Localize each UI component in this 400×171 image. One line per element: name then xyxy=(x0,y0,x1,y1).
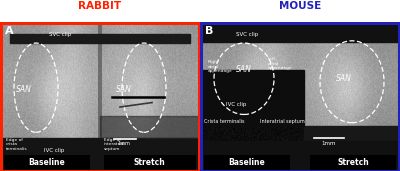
Text: SAN: SAN xyxy=(336,74,352,83)
Text: Stretch: Stretch xyxy=(337,158,369,167)
Text: SAN: SAN xyxy=(16,85,32,94)
Bar xyxy=(200,70,304,126)
Text: Baseline: Baseline xyxy=(29,158,65,167)
Text: 1mm: 1mm xyxy=(322,141,336,146)
Bar xyxy=(100,116,200,138)
Text: RABBIT: RABBIT xyxy=(78,1,122,11)
Bar xyxy=(204,155,290,169)
Bar xyxy=(10,34,190,43)
Text: IVC clip: IVC clip xyxy=(226,102,246,107)
Text: IVC clip: IVC clip xyxy=(44,148,64,153)
Text: Interatrial septum: Interatrial septum xyxy=(260,119,305,124)
Text: Left
atrial
appendage: Left atrial appendage xyxy=(268,57,293,70)
Text: Edge of
interatrial
septum: Edge of interatrial septum xyxy=(104,138,126,151)
Bar xyxy=(310,155,396,169)
Bar xyxy=(200,22,400,42)
Bar xyxy=(304,126,400,171)
Text: SVC clip: SVC clip xyxy=(49,32,71,37)
Bar xyxy=(4,155,90,169)
Text: Edge of
crista
terminalis: Edge of crista terminalis xyxy=(6,138,28,151)
Text: SVC clip: SVC clip xyxy=(236,32,258,37)
Bar xyxy=(0,138,200,171)
Text: SAN: SAN xyxy=(116,85,132,94)
Text: Baseline: Baseline xyxy=(229,158,265,167)
Text: Stretch: Stretch xyxy=(133,158,165,167)
Text: 1mm: 1mm xyxy=(118,141,130,146)
Text: SAN: SAN xyxy=(236,65,252,74)
Text: A: A xyxy=(5,26,14,36)
Text: B: B xyxy=(205,26,213,36)
Text: Crista terminalis: Crista terminalis xyxy=(204,119,244,124)
Text: MOUSE: MOUSE xyxy=(279,1,321,11)
Bar xyxy=(200,141,400,171)
Text: Right
atrial
appendage: Right atrial appendage xyxy=(208,60,233,74)
Bar xyxy=(104,155,196,169)
